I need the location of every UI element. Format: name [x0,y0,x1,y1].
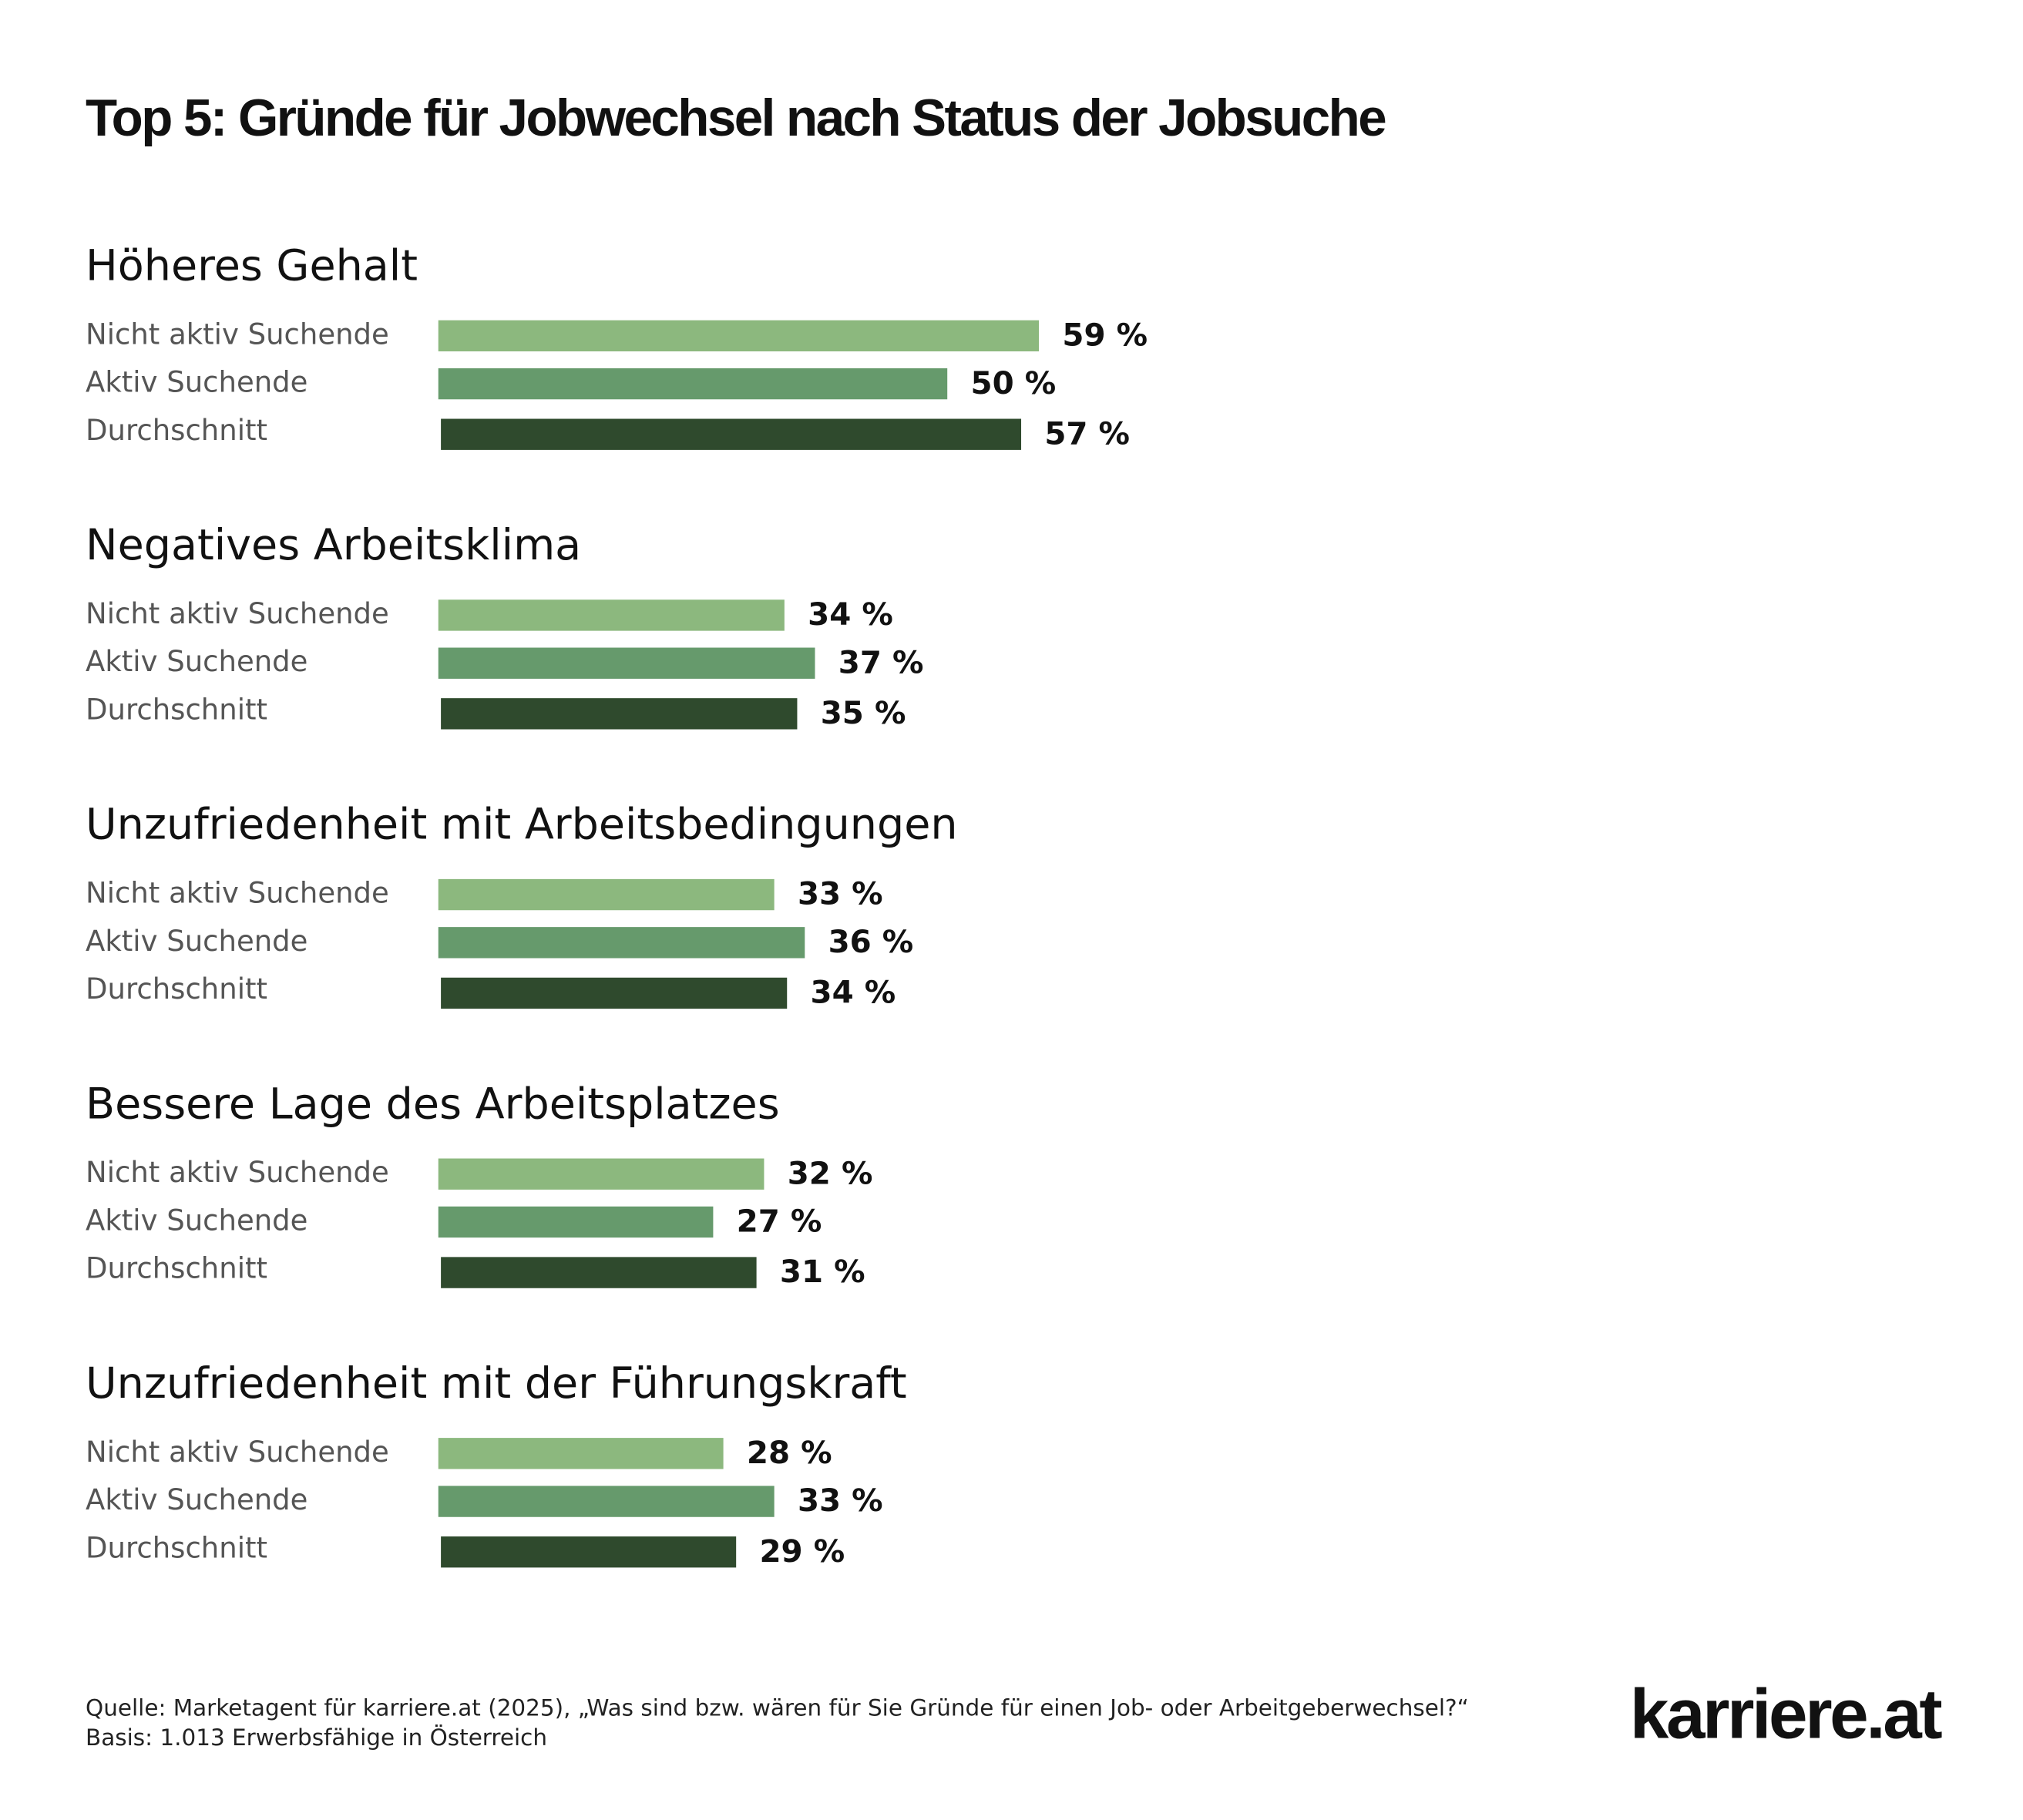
bar [438,927,805,959]
value-label: 33 % [798,1483,883,1519]
bar [438,1486,775,1517]
value-label: 35 % [821,695,906,731]
bar [441,418,1022,450]
group-label: Unzufriedenheit mit der Führungskraft [86,1358,907,1409]
value-label: 27 % [737,1204,822,1240]
value-label: 28 % [747,1435,832,1471]
bar [438,1438,724,1469]
series-label: Nicht aktiv Suchende [86,597,389,630]
bar [438,878,775,911]
source-note: Quelle: Marketagent für karriere.at (202… [86,1694,1469,1721]
logo: karriere.at [1630,1675,1943,1753]
value-label: 59 % [1062,317,1148,354]
basis-note: Basis: 1.013 Erwerbsfähige in Österreich [86,1723,547,1751]
group-label: Negatives Arbeitsklima [86,520,581,570]
bar [438,647,815,679]
series-label: Durchschnitt [86,693,267,726]
series-label: Nicht aktiv Suchende [86,1436,389,1469]
bar [438,1206,714,1238]
series-label: Durchschnitt [86,1531,267,1564]
series-label: Durchschnitt [86,972,267,1006]
group-label: Unzufriedenheit mit Arbeitsbedingungen [86,800,958,850]
bar [441,1536,737,1568]
series-label: Aktiv Suchende [86,1483,307,1516]
bar [441,698,798,730]
value-label: 34 % [811,975,896,1011]
chart-title: Top 5: Gründe für Jobwechsel nach Status… [86,89,1386,147]
value-label: 37 % [838,644,924,680]
series-label: Durchschnitt [86,1252,267,1285]
series-label: Aktiv Suchende [86,645,307,678]
bar [438,320,1040,352]
value-label: 33 % [798,876,883,912]
series-label: Aktiv Suchende [86,925,307,958]
series-label: Nicht aktiv Suchende [86,1156,389,1189]
series-label: Nicht aktiv Suchende [86,877,389,910]
series-label: Nicht aktiv Suchende [86,317,389,351]
value-label: 32 % [788,1155,873,1191]
value-label: 31 % [780,1254,865,1290]
series-label: Durchschnitt [86,414,267,447]
value-label: 57 % [1044,415,1130,452]
group-label: Bessere Lage des Arbeitsplatzes [86,1079,780,1129]
value-label: 36 % [828,924,914,960]
value-label: 29 % [759,1533,845,1570]
value-label: 34 % [808,596,893,633]
bar [438,368,948,400]
bar [441,1257,757,1288]
series-label: Aktiv Suchende [86,1204,307,1237]
bar [438,599,785,631]
group-label: Höheres Gehalt [86,240,418,290]
bar [438,1158,765,1190]
bar [441,977,788,1009]
value-label: 50 % [970,365,1056,401]
series-label: Aktiv Suchende [86,366,307,399]
